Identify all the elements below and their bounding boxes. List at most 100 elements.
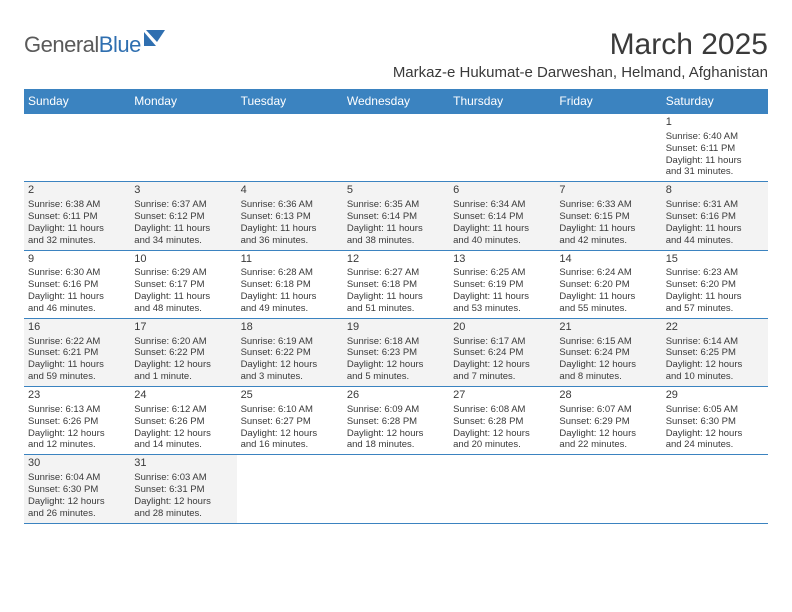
header: GeneralBlue March 2025 Markaz-e Hukumat-… (24, 28, 768, 81)
day-cell: 27Sunrise: 6:08 AMSunset: 6:28 PMDayligh… (449, 387, 555, 454)
week-row: 9Sunrise: 6:30 AMSunset: 6:16 PMDaylight… (24, 251, 768, 319)
day-number: 24 (134, 389, 232, 403)
daylight-line: and 5 minutes. (347, 371, 445, 383)
sunrise-line: Sunrise: 6:09 AM (347, 404, 445, 416)
sunrise-line: Sunrise: 6:15 AM (559, 336, 657, 348)
daylight-line: and 57 minutes. (666, 303, 764, 315)
day-number: 31 (134, 457, 232, 471)
daylight-line: Daylight: 11 hours (559, 291, 657, 303)
sunrise-line: Sunrise: 6:13 AM (28, 404, 126, 416)
day-cell: 6Sunrise: 6:34 AMSunset: 6:14 PMDaylight… (449, 182, 555, 249)
day-number: 27 (453, 389, 551, 403)
logo: GeneralBlue (24, 28, 169, 58)
day-cell: 8Sunrise: 6:31 AMSunset: 6:16 PMDaylight… (662, 182, 768, 249)
day-cell: 9Sunrise: 6:30 AMSunset: 6:16 PMDaylight… (24, 251, 130, 318)
sunset-line: Sunset: 6:15 PM (559, 211, 657, 223)
sunset-line: Sunset: 6:20 PM (559, 279, 657, 291)
day-cell: 10Sunrise: 6:29 AMSunset: 6:17 PMDayligh… (130, 251, 236, 318)
day-number: 8 (666, 184, 764, 198)
sunrise-line: Sunrise: 6:07 AM (559, 404, 657, 416)
daylight-line: and 46 minutes. (28, 303, 126, 315)
day-cell: 29Sunrise: 6:05 AMSunset: 6:30 PMDayligh… (662, 387, 768, 454)
sunset-line: Sunset: 6:14 PM (453, 211, 551, 223)
sunset-line: Sunset: 6:16 PM (666, 211, 764, 223)
daylight-line: and 22 minutes. (559, 439, 657, 451)
daylight-line: Daylight: 12 hours (134, 428, 232, 440)
day-number: 21 (559, 321, 657, 335)
day-number: 28 (559, 389, 657, 403)
daylight-line: Daylight: 11 hours (241, 223, 339, 235)
daylight-line: Daylight: 11 hours (453, 223, 551, 235)
daylight-line: and 38 minutes. (347, 235, 445, 247)
weekday-header-row: SundayMondayTuesdayWednesdayThursdayFrid… (24, 89, 768, 113)
day-cell (130, 114, 236, 181)
daylight-line: Daylight: 11 hours (666, 223, 764, 235)
week-row: 1Sunrise: 6:40 AMSunset: 6:11 PMDaylight… (24, 114, 768, 182)
day-number: 20 (453, 321, 551, 335)
sunrise-line: Sunrise: 6:04 AM (28, 472, 126, 484)
sunset-line: Sunset: 6:30 PM (28, 484, 126, 496)
daylight-line: Daylight: 12 hours (559, 428, 657, 440)
day-number: 12 (347, 253, 445, 267)
day-cell: 23Sunrise: 6:13 AMSunset: 6:26 PMDayligh… (24, 387, 130, 454)
day-number: 9 (28, 253, 126, 267)
weekday-header: Thursday (449, 89, 555, 113)
day-cell (449, 114, 555, 181)
daylight-line: Daylight: 12 hours (347, 359, 445, 371)
logo-part2: Blue (99, 32, 141, 57)
sunset-line: Sunset: 6:30 PM (666, 416, 764, 428)
week-row: 16Sunrise: 6:22 AMSunset: 6:21 PMDayligh… (24, 319, 768, 387)
day-cell: 19Sunrise: 6:18 AMSunset: 6:23 PMDayligh… (343, 319, 449, 386)
sunrise-line: Sunrise: 6:19 AM (241, 336, 339, 348)
sunset-line: Sunset: 6:28 PM (347, 416, 445, 428)
day-number: 6 (453, 184, 551, 198)
day-number: 7 (559, 184, 657, 198)
weekday-header: Friday (555, 89, 661, 113)
sunset-line: Sunset: 6:27 PM (241, 416, 339, 428)
day-cell: 30Sunrise: 6:04 AMSunset: 6:30 PMDayligh… (24, 455, 130, 522)
daylight-line: and 26 minutes. (28, 508, 126, 520)
day-number: 14 (559, 253, 657, 267)
daylight-line: Daylight: 12 hours (666, 428, 764, 440)
day-cell: 1Sunrise: 6:40 AMSunset: 6:11 PMDaylight… (662, 114, 768, 181)
sunrise-line: Sunrise: 6:23 AM (666, 267, 764, 279)
daylight-line: and 24 minutes. (666, 439, 764, 451)
sunset-line: Sunset: 6:24 PM (559, 347, 657, 359)
day-number: 16 (28, 321, 126, 335)
daylight-line: and 12 minutes. (28, 439, 126, 451)
daylight-line: and 40 minutes. (453, 235, 551, 247)
daylight-line: Daylight: 11 hours (134, 291, 232, 303)
day-number: 18 (241, 321, 339, 335)
day-number: 22 (666, 321, 764, 335)
sunrise-line: Sunrise: 6:33 AM (559, 199, 657, 211)
weekday-header: Tuesday (237, 89, 343, 113)
month-title: March 2025 (393, 28, 768, 62)
daylight-line: Daylight: 11 hours (559, 223, 657, 235)
day-cell (343, 455, 449, 522)
weekday-header: Sunday (24, 89, 130, 113)
title-block: March 2025 Markaz-e Hukumat-e Darweshan,… (393, 28, 768, 81)
day-cell (237, 114, 343, 181)
sunset-line: Sunset: 6:17 PM (134, 279, 232, 291)
sunrise-line: Sunrise: 6:05 AM (666, 404, 764, 416)
sunrise-line: Sunrise: 6:03 AM (134, 472, 232, 484)
calendar-grid: SundayMondayTuesdayWednesdayThursdayFrid… (24, 89, 768, 524)
sunset-line: Sunset: 6:20 PM (666, 279, 764, 291)
sunset-line: Sunset: 6:24 PM (453, 347, 551, 359)
daylight-line: Daylight: 11 hours (453, 291, 551, 303)
daylight-line: Daylight: 11 hours (666, 155, 764, 167)
sunset-line: Sunset: 6:29 PM (559, 416, 657, 428)
daylight-line: and 8 minutes. (559, 371, 657, 383)
day-number: 2 (28, 184, 126, 198)
day-cell (24, 114, 130, 181)
sunrise-line: Sunrise: 6:28 AM (241, 267, 339, 279)
logo-part1: General (24, 32, 99, 57)
location-subtitle: Markaz-e Hukumat-e Darweshan, Helmand, A… (393, 64, 768, 81)
daylight-line: and 32 minutes. (28, 235, 126, 247)
day-cell: 31Sunrise: 6:03 AMSunset: 6:31 PMDayligh… (130, 455, 236, 522)
sunset-line: Sunset: 6:11 PM (28, 211, 126, 223)
daylight-line: Daylight: 12 hours (559, 359, 657, 371)
day-number: 5 (347, 184, 445, 198)
weekday-header: Saturday (662, 89, 768, 113)
daylight-line: Daylight: 11 hours (347, 291, 445, 303)
